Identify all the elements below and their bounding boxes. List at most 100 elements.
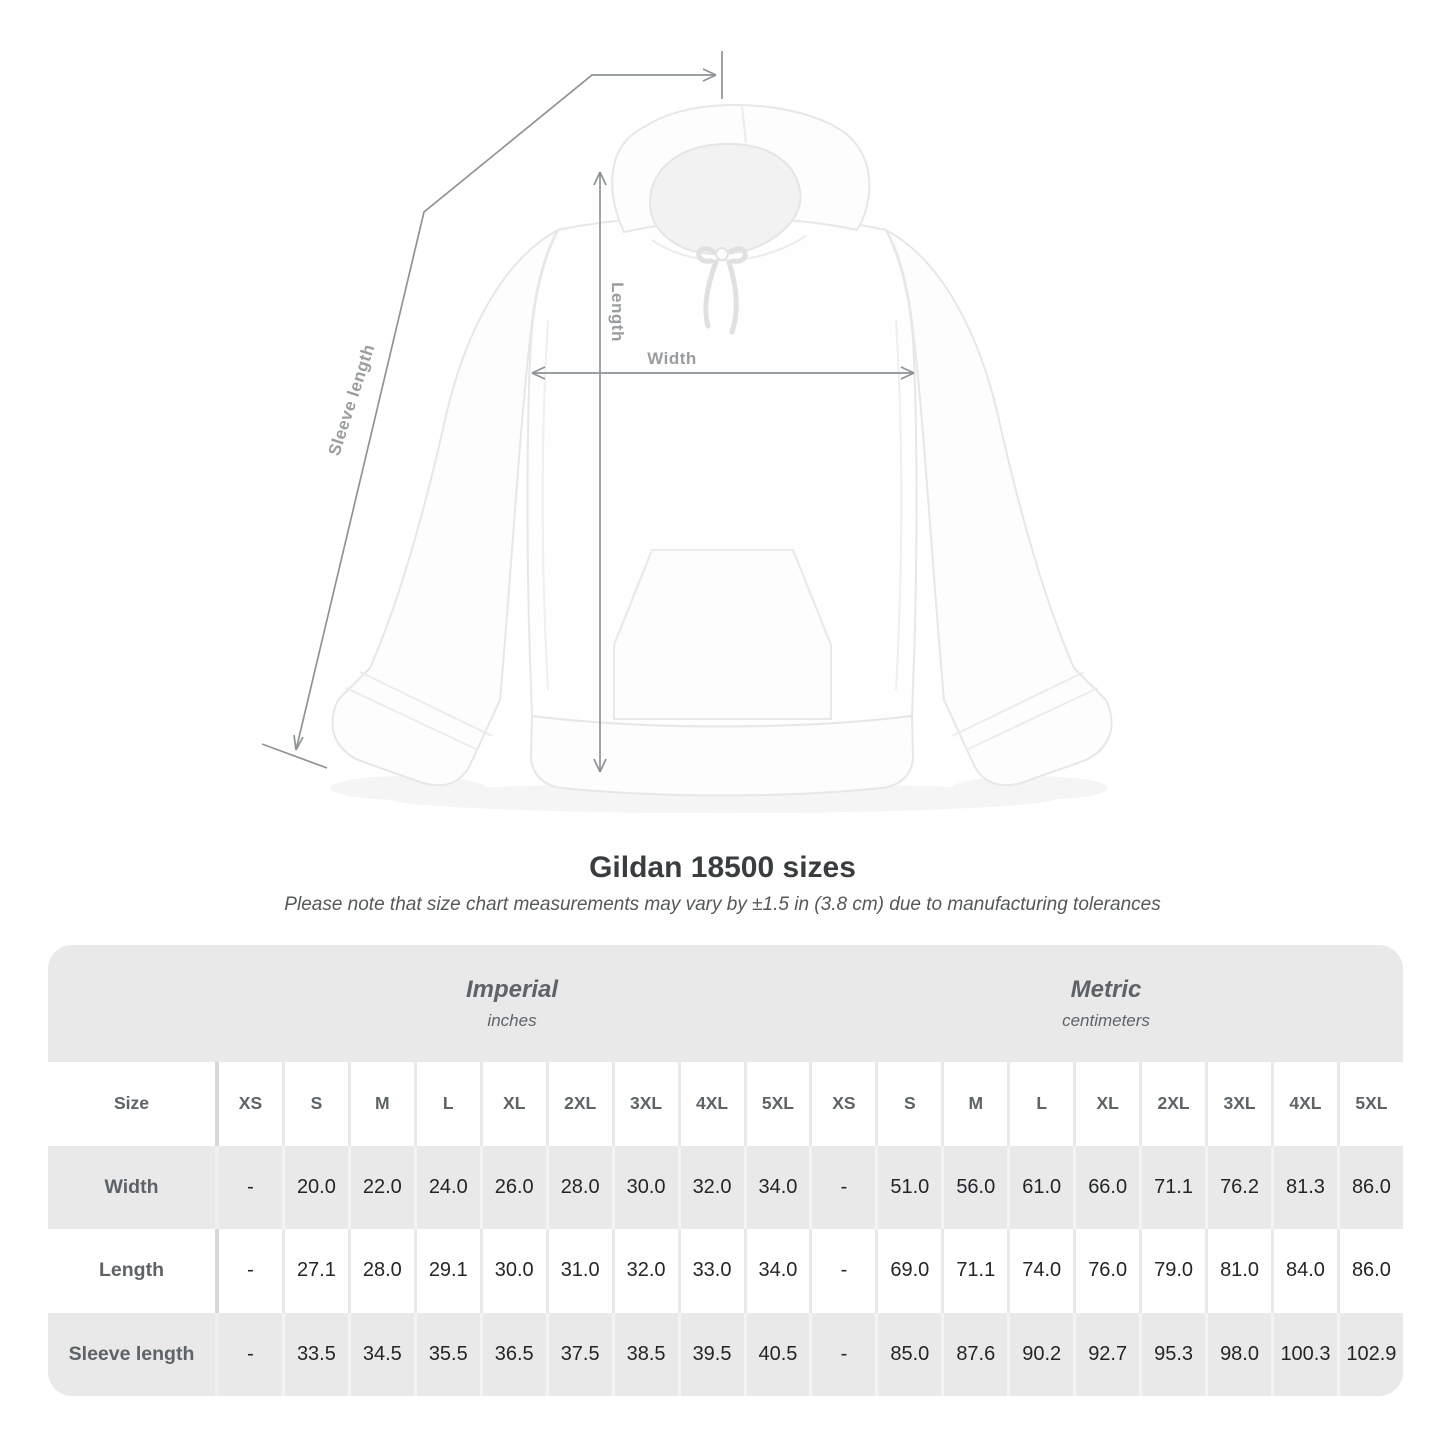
table-cell: 34.0 bbox=[743, 1229, 810, 1313]
table-cell: 30.0 bbox=[479, 1229, 546, 1313]
garment-shadow bbox=[330, 776, 1108, 813]
table-cell: 27.1 bbox=[281, 1229, 348, 1313]
width-measure-label: Width bbox=[647, 349, 697, 368]
col-header-metric-s: S bbox=[875, 1062, 941, 1146]
table-cell: 90.2 bbox=[1007, 1312, 1073, 1396]
col-header-imperial-3xl: 3XL bbox=[611, 1062, 678, 1146]
table-cell: 66.0 bbox=[1073, 1145, 1139, 1229]
imperial-label: Imperial bbox=[465, 976, 559, 1003]
imperial-unit-label: inches bbox=[487, 1011, 537, 1030]
length-arrow bbox=[593, 171, 607, 773]
col-header-imperial-xl: XL bbox=[479, 1062, 546, 1146]
size-column-header: Size bbox=[113, 1093, 150, 1114]
table-cell: 24.0 bbox=[413, 1145, 480, 1229]
col-header-metric-2xl: 2XL bbox=[1139, 1062, 1205, 1146]
table-cell: - bbox=[809, 1312, 875, 1396]
table-cell: 100.3 bbox=[1271, 1312, 1337, 1396]
table-cell: 30.0 bbox=[611, 1145, 678, 1229]
page-title: Gildan 18500 sizes bbox=[589, 851, 856, 884]
drawstring-bow bbox=[696, 246, 748, 335]
table-cell: 81.3 bbox=[1271, 1145, 1337, 1229]
table-row-sleeve-length: Sleeve length - 33.5 34.5 35.5 36.5 37.5… bbox=[48, 1312, 1403, 1396]
table-cell: 98.0 bbox=[1205, 1312, 1271, 1396]
table-cell: 76.0 bbox=[1073, 1229, 1139, 1313]
col-header-metric-xl: XL bbox=[1073, 1062, 1139, 1146]
size-header-row: Size XS S M L XL 2XL 3XL 4XL 5XL XS S M … bbox=[48, 1062, 1403, 1146]
length-measure-label: Length bbox=[608, 282, 627, 342]
table-cell: 37.5 bbox=[545, 1312, 612, 1396]
row-label-width: Width bbox=[104, 1175, 159, 1198]
hoodie-sleeves bbox=[331, 227, 1113, 787]
col-header-metric-l: L bbox=[1007, 1062, 1073, 1146]
hood-inner bbox=[648, 142, 802, 255]
table-cell: - bbox=[809, 1229, 875, 1313]
table-cell: - bbox=[215, 1229, 282, 1313]
armhole-seams bbox=[541, 319, 903, 691]
table-cell: 71.1 bbox=[941, 1229, 1007, 1313]
hoodie-measurement-diagram: Length Width Sleeve length bbox=[261, 51, 1113, 813]
table-cell: 51.0 bbox=[875, 1145, 941, 1229]
metric-unit-label: centimeters bbox=[1062, 1011, 1150, 1030]
col-header-imperial-xs: XS bbox=[215, 1062, 282, 1146]
col-header-imperial-l: L bbox=[413, 1062, 480, 1146]
table-cell: 33.5 bbox=[281, 1312, 348, 1396]
table-cell: 85.0 bbox=[875, 1312, 941, 1396]
table-cell: 81.0 bbox=[1205, 1229, 1271, 1313]
table-cell: 95.3 bbox=[1139, 1312, 1205, 1396]
units-band-spacer bbox=[48, 945, 215, 1062]
imperial-group-header: Imperial inches bbox=[215, 945, 809, 1062]
metric-label: Metric bbox=[1070, 976, 1142, 1003]
table-cell: 56.0 bbox=[941, 1145, 1007, 1229]
kangaroo-pocket bbox=[613, 549, 832, 720]
table-cell: - bbox=[215, 1312, 282, 1396]
table-cell: 38.5 bbox=[611, 1312, 678, 1396]
table-row-length: Length - 27.1 28.0 29.1 30.0 31.0 32.0 3… bbox=[48, 1229, 1403, 1313]
table-cell: 35.5 bbox=[413, 1312, 480, 1396]
col-header-imperial-5xl: 5XL bbox=[743, 1062, 810, 1146]
table-cell: 31.0 bbox=[545, 1229, 612, 1313]
neckline-seam bbox=[651, 235, 807, 262]
table-cell: 71.1 bbox=[1139, 1145, 1205, 1229]
table-cell: 29.1 bbox=[413, 1229, 480, 1313]
table-cell: 22.0 bbox=[347, 1145, 414, 1229]
row-label-length: Length bbox=[99, 1259, 164, 1282]
hoodie-illustration bbox=[261, 51, 1113, 813]
table-row-width: Width - 20.0 22.0 24.0 26.0 28.0 30.0 32… bbox=[48, 1145, 1403, 1229]
table-cell: 36.5 bbox=[479, 1312, 546, 1396]
hem-band bbox=[529, 714, 915, 797]
table-cell: 32.0 bbox=[677, 1145, 744, 1229]
table-cell: 33.0 bbox=[677, 1229, 744, 1313]
table-cell: - bbox=[809, 1145, 875, 1229]
table-cell: 69.0 bbox=[875, 1229, 941, 1313]
table-cell: 20.0 bbox=[281, 1145, 348, 1229]
table-cell: 79.0 bbox=[1139, 1229, 1205, 1313]
metric-group-header: Metric centimeters bbox=[809, 945, 1403, 1062]
hood-seam bbox=[741, 105, 747, 144]
table-cell: 26.0 bbox=[479, 1145, 546, 1229]
col-header-imperial-m: M bbox=[347, 1062, 414, 1146]
table-cell: 28.0 bbox=[347, 1229, 414, 1313]
table-cell: 87.6 bbox=[941, 1312, 1007, 1396]
cuff-seams bbox=[345, 671, 1099, 751]
table-cell: 28.0 bbox=[545, 1145, 612, 1229]
table-cell: 40.5 bbox=[743, 1312, 810, 1396]
table-cell: 74.0 bbox=[1007, 1229, 1073, 1313]
table-cell: 92.7 bbox=[1073, 1312, 1139, 1396]
col-header-metric-m: M bbox=[941, 1062, 1007, 1146]
col-header-metric-xs: XS bbox=[809, 1062, 875, 1146]
table-cell: 102.9 bbox=[1336, 1312, 1403, 1396]
tolerance-note: Please note that size chart measurements… bbox=[284, 894, 1161, 915]
col-header-metric-3xl: 3XL bbox=[1205, 1062, 1271, 1146]
col-header-imperial-s: S bbox=[281, 1062, 348, 1146]
table-cell: 84.0 bbox=[1271, 1229, 1337, 1313]
row-label-sleeve-length: Sleeve length bbox=[68, 1342, 195, 1365]
table-cell: 76.2 bbox=[1205, 1145, 1271, 1229]
table-cell: 39.5 bbox=[677, 1312, 744, 1396]
table-cell: 32.0 bbox=[611, 1229, 678, 1313]
table-cell: 34.5 bbox=[347, 1312, 414, 1396]
table-cell: 61.0 bbox=[1007, 1145, 1073, 1229]
sleeve-length-arrow bbox=[261, 51, 723, 769]
width-arrow bbox=[531, 366, 915, 380]
table-cell: - bbox=[215, 1145, 282, 1229]
